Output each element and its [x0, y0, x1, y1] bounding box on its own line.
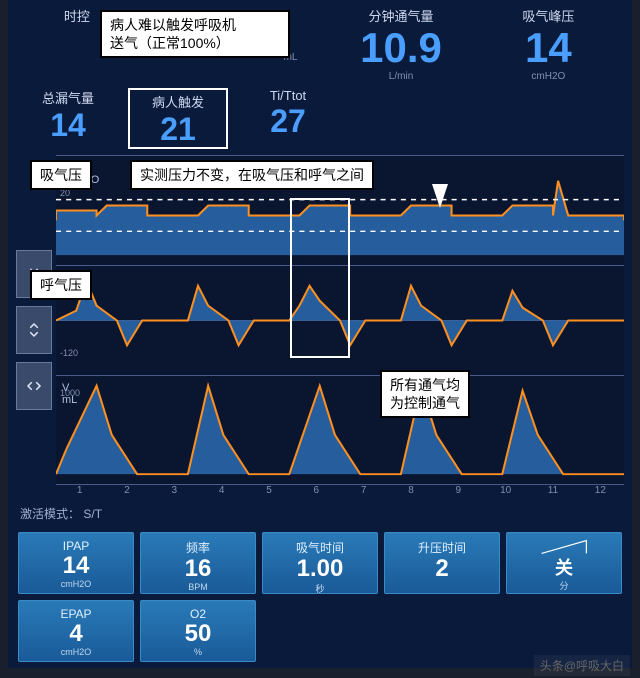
ramp-icon — [534, 539, 594, 555]
control-insp-time[interactable]: 吸气时间 1.00 秒 — [262, 532, 378, 594]
metric-label: Ti/Ttot — [238, 88, 338, 103]
control-o2[interactable]: O2 50 % — [140, 600, 256, 662]
metric-value: 14 — [18, 109, 118, 141]
leftright-icon — [25, 377, 43, 395]
controls-grid: IPAP 14 cmH2O 频率 16 BPM 吸气时间 1.00 秒 升压时间… — [8, 526, 632, 668]
annotation-trigger-difficulty: 病人难以触发呼吸机 送气（正常100%） — [100, 10, 290, 58]
ctrl-label: 升压时间 — [389, 539, 495, 556]
ctrl-unit: 分 — [511, 579, 617, 592]
x-tick: 4 — [219, 485, 225, 496]
metric-peak-pressure: 吸气峰压 14 cmH2O — [475, 6, 622, 82]
ctrl-label: 吸气时间 — [267, 539, 373, 556]
ctrl-label: EPAP — [23, 607, 129, 621]
control-rate[interactable]: 频率 16 BPM — [140, 532, 256, 594]
volume-waveform-panel: V mL 1000 — [56, 375, 624, 485]
metric-value: 10.9 — [327, 27, 474, 69]
ctrl-value: 50 — [145, 621, 251, 647]
metric-patient-trigger: 病人触发 21 — [128, 88, 228, 149]
metric-ti-ttot: Ti/Ttot 27 — [238, 88, 338, 149]
ctrl-value: 1.00 — [267, 556, 373, 582]
x-tick: 12 — [595, 485, 606, 496]
metric-unit: L/min — [327, 71, 474, 82]
ctrl-unit: % — [145, 647, 251, 657]
ctrl-unit: 秒 — [267, 582, 373, 595]
metric-minute-ventilation: 分钟通气量 10.9 L/min — [327, 6, 474, 82]
ctrl-value: 14 — [23, 553, 129, 579]
ctrl-label: O2 — [145, 607, 251, 621]
metric-label: 分钟通气量 — [327, 6, 474, 25]
ctrl-label: 频率 — [145, 539, 251, 556]
x-tick: 7 — [361, 485, 367, 496]
time-axis: 123456789101112 — [56, 485, 624, 501]
x-tick: 1 — [77, 485, 83, 496]
control-ramp[interactable]: 关 分 — [506, 532, 622, 594]
metric-value: 14 — [475, 27, 622, 69]
ctrl-value: 关 — [511, 559, 617, 579]
ctrl-value: 4 — [23, 621, 129, 647]
watermark: 头条@呼吸大白 — [534, 655, 630, 676]
ctrl-value: 2 — [389, 556, 495, 582]
metric-label: 病人触发 — [138, 92, 218, 111]
arrow-down-icon — [432, 184, 448, 208]
ctrl-label: IPAP — [23, 539, 129, 553]
metric-label: 吸气峰压 — [475, 6, 622, 25]
mode-label-text: 激活模式： — [20, 507, 80, 521]
annotation-epap: 呼气压 — [30, 270, 92, 300]
x-tick: 9 — [456, 485, 462, 496]
annotation-ipap: 吸气压 — [30, 160, 92, 190]
flow-line — [56, 281, 624, 345]
ctrl-unit: cmH2O — [23, 647, 129, 657]
control-rise-time[interactable]: 升压时间 2 — [384, 532, 500, 594]
ctrl-unit: cmH2O — [23, 579, 129, 589]
mode-value: S/T — [83, 507, 102, 521]
flow-fill — [56, 281, 624, 345]
metric-leak: 总漏气量 14 — [18, 88, 118, 149]
control-epap[interactable]: EPAP 4 cmH2O — [18, 600, 134, 662]
x-tick: 10 — [500, 485, 511, 496]
annotation-all-controlled: 所有通气均 为控制通气 — [380, 370, 470, 418]
ctrl-unit: BPM — [145, 582, 251, 592]
flow-wave-svg — [56, 266, 624, 375]
x-tick: 11 — [548, 485, 558, 496]
mode-label: 激活模式： S/T — [8, 501, 632, 526]
ventilator-screen: 时控 0 BPM mL 分钟通气量 10.9 L/min 吸气峰压 14 cmH… — [8, 0, 632, 668]
pressure-fill — [56, 181, 624, 255]
volume-wave-svg — [56, 376, 624, 484]
leftright-button[interactable] — [16, 362, 52, 410]
tick-label: -120 — [60, 348, 78, 358]
x-tick: 6 — [314, 485, 320, 496]
metric-value: 27 — [238, 105, 338, 137]
x-tick: 3 — [172, 485, 178, 496]
updown-icon — [25, 321, 43, 339]
x-tick: 2 — [124, 485, 130, 496]
ctrl-value: 16 — [145, 556, 251, 582]
metric-value: 21 — [138, 113, 218, 145]
x-tick: 8 — [408, 485, 414, 496]
metric-unit: cmH2O — [475, 71, 622, 82]
annotation-pressure-constant: 实测压力不变，在吸气压和呼气之间 — [130, 160, 374, 190]
updown-button[interactable] — [16, 306, 52, 354]
waveform-area: P cmH2O 20 F l/min 120 -120 V mL 1000 — [56, 155, 624, 485]
metrics-row-2: 总漏气量 14 病人触发 21 Ti/Ttot 27 — [8, 84, 632, 155]
volume-fill — [56, 386, 624, 474]
x-tick: 5 — [266, 485, 272, 496]
flow-waveform-panel: F l/min 120 -120 — [56, 265, 624, 375]
metric-label: 总漏气量 — [18, 88, 118, 107]
control-ipap[interactable]: IPAP 14 cmH2O — [18, 532, 134, 594]
tick-label: 1000 — [60, 388, 80, 398]
